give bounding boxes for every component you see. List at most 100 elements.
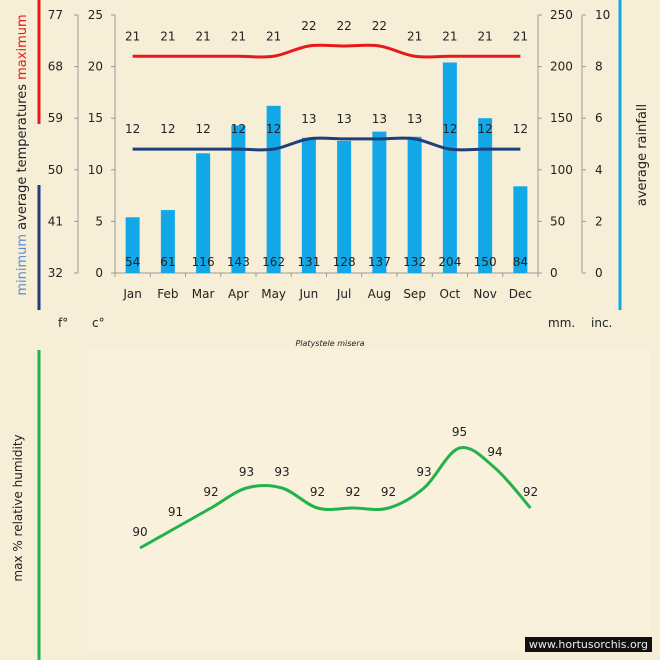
rainfall-bar	[337, 140, 352, 273]
month-label: Jul	[336, 287, 351, 301]
rainfall-bar	[160, 210, 175, 273]
minimum-value-label: 12	[513, 122, 528, 136]
mm-tick-label: 50	[550, 214, 565, 228]
humidity-value-label: 91	[168, 505, 183, 519]
mm-tick-label: 100	[550, 163, 573, 177]
minimum-value-label: 12	[195, 122, 210, 136]
maximum-value-label: 21	[513, 29, 528, 43]
mm-tick-label: 150	[550, 111, 573, 125]
minimum-value-label: 12	[442, 122, 457, 136]
month-label: Feb	[157, 287, 178, 301]
mm-tick-label: 250	[550, 8, 573, 22]
rainfall-value-label: 54	[125, 255, 140, 269]
maximum-value-label: 21	[407, 29, 422, 43]
celsius-tick-label: 25	[88, 8, 103, 22]
species-caption: Platystele misera	[295, 339, 364, 348]
humidity-value-label: 90	[132, 525, 147, 539]
temperature-title-part2: average temperatures	[15, 84, 30, 234]
fahrenheit-tick-label: 77	[48, 8, 63, 22]
temperature-axis-title: minimum average temperatures maximum	[15, 14, 30, 295]
month-label: Sep	[403, 287, 426, 301]
temperature-title-part3: maximum	[15, 14, 30, 84]
fahrenheit-tick-label: 68	[48, 60, 63, 74]
fahrenheit-unit: f°	[58, 316, 68, 330]
minimum-value-label: 13	[336, 112, 351, 126]
minimum-value-label: 12	[125, 122, 140, 136]
maximum-value-label: 21	[231, 29, 246, 43]
temperature-title-part1: minimum	[15, 234, 30, 296]
maximum-value-label: 21	[442, 29, 457, 43]
maximum-value-label: 21	[477, 29, 492, 43]
rainfall-value-label: 84	[513, 255, 528, 269]
inches-tick-label: 0	[595, 266, 603, 280]
mm-tick-label: 0	[550, 266, 558, 280]
maximum-value-label: 22	[301, 19, 316, 33]
inches-tick-label: 8	[595, 60, 603, 74]
inches-tick-label: 10	[595, 8, 610, 22]
fahrenheit-tick-label: 50	[48, 163, 63, 177]
humidity-line	[139, 446, 532, 550]
maximum-value-label: 21	[266, 29, 281, 43]
maximum-value-label: 22	[336, 19, 351, 33]
rainfall-bar	[301, 137, 316, 273]
rainfall-value-label: 162	[262, 255, 285, 269]
celsius-tick-label: 15	[88, 111, 103, 125]
rainfall-value-label: 137	[368, 255, 391, 269]
humidity-value-label: 92	[203, 485, 218, 499]
rainfall-bar	[478, 118, 493, 273]
rainfall-bar	[125, 217, 140, 273]
rainfall-value-label: 61	[160, 255, 175, 269]
month-label: Jan	[122, 287, 142, 301]
rainfall-value-label: 150	[474, 255, 497, 269]
humidity-value-label: 93	[239, 465, 254, 479]
mm-tick-label: 200	[550, 60, 573, 74]
humidity-panel	[88, 350, 650, 650]
mm-unit: mm.	[548, 316, 575, 330]
rainfall-axis-title: average rainfall	[635, 104, 650, 206]
minimum-value-label: 13	[407, 112, 422, 126]
inches-tick-label: 2	[595, 214, 603, 228]
month-label: Nov	[473, 287, 496, 301]
humidity-value-label: 92	[523, 485, 538, 499]
maximum-value-label: 21	[195, 29, 210, 43]
rainfall-value-label: 128	[333, 255, 356, 269]
minimum-line	[132, 136, 521, 152]
watermark: www.hortusorchis.org	[524, 637, 652, 652]
celsius-tick-label: 5	[95, 214, 103, 228]
inches-unit: inc.	[591, 316, 612, 330]
rainfall-bar	[372, 131, 387, 273]
rainfall-value-label: 143	[227, 255, 250, 269]
rainfall-bar	[231, 125, 246, 273]
humidity-value-label: 93	[274, 465, 289, 479]
maximum-value-label: 21	[125, 29, 140, 43]
humidity-value-label: 95	[452, 425, 467, 439]
minimum-value-label: 12	[266, 122, 281, 136]
month-label: Aug	[368, 287, 391, 301]
minimum-value-label: 12	[477, 122, 492, 136]
rainfall-value-label: 131	[297, 255, 320, 269]
maximum-value-label: 21	[160, 29, 175, 43]
humidity-value-label: 93	[416, 465, 431, 479]
fahrenheit-tick-label: 41	[48, 214, 63, 228]
rainfall-bar	[196, 153, 211, 273]
celsius-unit: c°	[92, 316, 105, 330]
humidity-axis-title: max % relative humidity	[11, 434, 25, 581]
minimum-value-label: 12	[231, 122, 246, 136]
humidity-value-label: 94	[487, 445, 502, 459]
maximum-line	[132, 43, 521, 59]
maximum-value-label: 22	[372, 19, 387, 33]
fahrenheit-tick-label: 32	[48, 266, 63, 280]
rainfall-bar	[513, 186, 528, 273]
celsius-tick-label: 10	[88, 163, 103, 177]
celsius-tick-label: 20	[88, 60, 103, 74]
rainfall-value-label: 116	[192, 255, 215, 269]
humidity-value-label: 92	[345, 485, 360, 499]
rainfall-bar	[407, 136, 422, 273]
month-label: Jun	[299, 287, 319, 301]
rainfall-bar	[442, 62, 457, 273]
minimum-value-label: 13	[301, 112, 316, 126]
month-label: Oct	[440, 287, 461, 301]
minimum-value-label: 13	[372, 112, 387, 126]
inches-tick-label: 4	[595, 163, 603, 177]
